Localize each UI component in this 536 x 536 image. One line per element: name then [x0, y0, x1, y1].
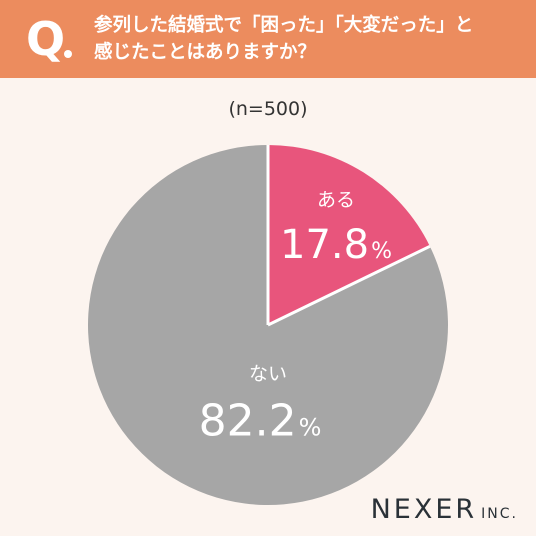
- slice-value-no: 82.2%: [199, 395, 322, 446]
- logo-main-text: NEXER: [370, 494, 478, 525]
- nexer-logo: NEXER INC.: [371, 494, 518, 525]
- q-mark: Q: [26, 12, 66, 66]
- slice-label-yes: ある: [317, 189, 355, 211]
- question-line-1: 参列した結婚式で「困った」「大変だった」と: [94, 15, 474, 36]
- question-line-2: 感じたことはありますか？: [94, 42, 317, 63]
- slice-value-yes: 17.8%: [280, 222, 392, 268]
- slice-label-no: ない: [249, 363, 287, 385]
- question-header: Q 参列した結婚式で「困った」「大変だった」と 感じたことはありますか？: [0, 0, 536, 78]
- q-dot: [64, 50, 72, 58]
- pie-slice-yes: [268, 145, 430, 325]
- logo-sub-text: INC.: [481, 506, 518, 522]
- sample-size-label: (n=500): [228, 98, 308, 120]
- slice-divider: [267, 244, 431, 327]
- question-text: 参列した結婚式で「困った」「大変だった」と 感じたことはありますか？: [94, 12, 524, 66]
